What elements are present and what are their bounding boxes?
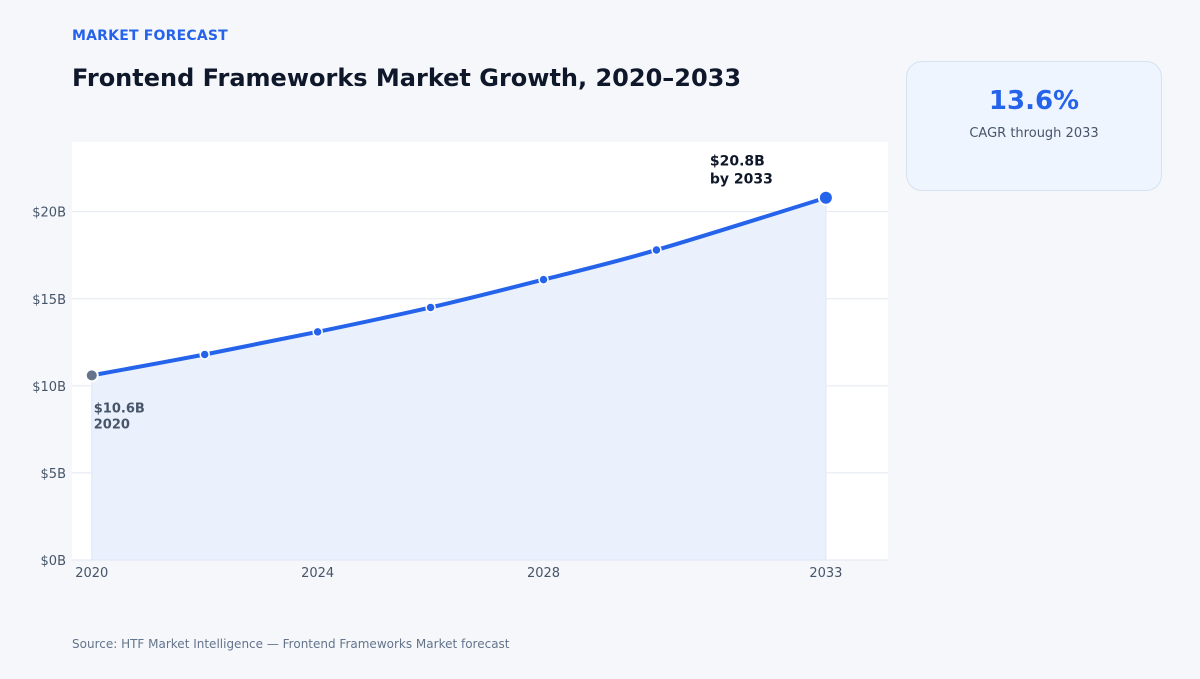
data-point [651, 244, 662, 256]
cagr-card: 13.6% CAGR through 2033 [906, 61, 1162, 191]
x-tick-label: 2020 [75, 566, 108, 581]
x-tick-label: 2024 [301, 566, 334, 581]
chart-title: Frontend Frameworks Market Growth, 2020–… [72, 64, 742, 92]
data-point-start [84, 368, 99, 383]
cagr-label: CAGR through 2033 [969, 126, 1099, 141]
start-annotation-value: $10.6B [94, 401, 145, 416]
eyebrow-label: MARKET FORECAST [72, 28, 228, 44]
data-point [425, 302, 436, 313]
data-point [312, 326, 323, 338]
y-tick-label: $0B [41, 554, 66, 569]
data-point [199, 349, 210, 360]
y-tick-label: $10B [32, 380, 66, 395]
y-tick-label: $15B [32, 293, 66, 308]
y-tick-label: $5B [41, 467, 66, 482]
data-point-end [817, 189, 834, 206]
data-point [538, 274, 549, 285]
cagr-value: 13.6% [988, 86, 1080, 116]
end-annotation-value: $20.8B [710, 154, 765, 170]
x-tick-label: 2033 [809, 566, 842, 581]
end-annotation-year: by 2033 [710, 172, 773, 188]
y-tick-label: $20B [32, 206, 66, 221]
start-annotation-year: 2020 [94, 417, 130, 432]
source-note: Source: HTF Market Intelligence — Fronte… [72, 637, 510, 651]
x-tick-label: 2028 [527, 566, 560, 581]
